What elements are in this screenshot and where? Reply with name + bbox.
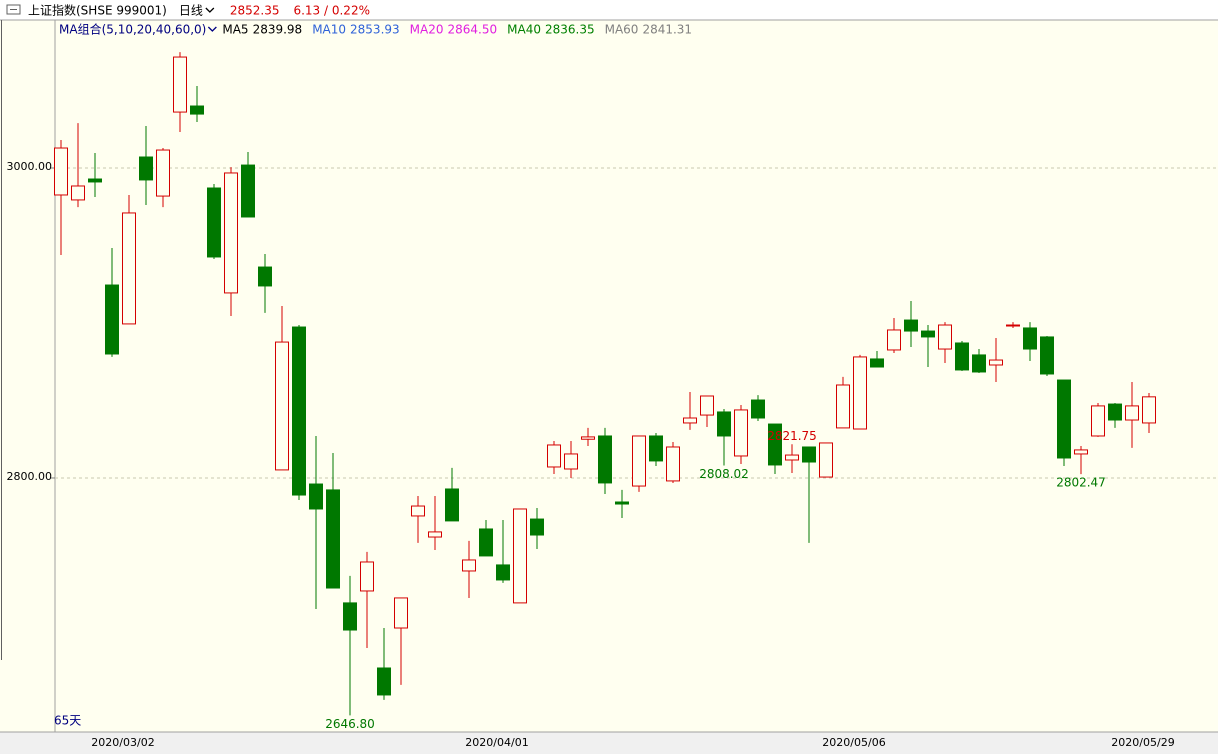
extreme-label: 2821.75: [767, 429, 817, 443]
ma-name: MA10: [312, 23, 346, 37]
candle-body: [411, 505, 425, 517]
candle-body: [1023, 327, 1037, 350]
candle-body: [564, 453, 578, 470]
candle-body: [989, 359, 1003, 366]
ma-value: 2864.50: [448, 23, 498, 37]
x-tick-label: 2020/05/29: [1111, 736, 1174, 749]
candle-body: [734, 409, 748, 457]
ma-name: MA40: [507, 23, 541, 37]
candle-body: [836, 384, 850, 429]
y-tick-label: 2800.00: [7, 470, 53, 483]
candle-body: [224, 172, 238, 294]
dropdown-chevron: [205, 7, 215, 13]
candle-body: [1006, 324, 1020, 327]
candle-body: [394, 597, 408, 629]
candle-body: [428, 531, 442, 538]
candle-body: [343, 602, 357, 631]
instrument-title: 上证指数(SHSE 999001): [28, 3, 167, 18]
ma-value: 2839.98: [253, 23, 303, 37]
candle-body: [156, 149, 170, 197]
candle-body: [513, 508, 527, 604]
candle-body: [785, 454, 799, 461]
ma-value: 2836.35: [545, 23, 595, 37]
candle-body: [972, 354, 986, 373]
candle-body: [1057, 379, 1071, 459]
candle-body: [292, 326, 306, 496]
candle-body: [54, 147, 68, 196]
y-tick-label: 3000.00: [7, 160, 53, 173]
candle-body: [445, 488, 459, 522]
extreme-label: 2802.47: [1056, 476, 1106, 490]
candle-body: [275, 341, 289, 471]
last-price: 2852.35: [230, 4, 280, 18]
candle-body: [190, 105, 204, 115]
dropdown-chevron: [207, 26, 217, 32]
ma-value: 2841.31: [642, 23, 692, 37]
candle-body: [870, 358, 884, 368]
candle-body: [360, 561, 374, 592]
candle-body: [802, 446, 816, 463]
candle-body: [496, 564, 510, 581]
candle-body: [207, 187, 221, 258]
candle-body: [938, 324, 952, 350]
candle-body: [309, 483, 323, 510]
candle-body: [1108, 403, 1122, 421]
candle-body: [1091, 405, 1105, 437]
candle-body: [853, 356, 867, 430]
candle-body: [921, 330, 935, 338]
candle-body: [700, 395, 714, 416]
candle-body: [71, 185, 85, 201]
candle-body: [105, 284, 119, 355]
header-icon: [6, 4, 21, 15]
candle-body: [887, 329, 901, 351]
candle-body: [768, 423, 782, 466]
candle-body: [1125, 405, 1139, 421]
period-selector[interactable]: 日线: [179, 4, 203, 18]
candle-body: [479, 528, 493, 557]
candle-body: [530, 518, 544, 536]
candle-body: [751, 399, 765, 419]
candle-body: [683, 417, 697, 424]
ma-group-label[interactable]: MA组合(5,10,20,40,60,0): [59, 22, 206, 37]
candle-body: [258, 266, 272, 287]
x-tick-label: 2020/05/06: [822, 736, 885, 749]
candle-body: [955, 342, 969, 371]
candle-body: [326, 489, 340, 589]
candle-body: [649, 435, 663, 462]
x-axis-strip: [0, 732, 1218, 754]
candle-body: [666, 446, 680, 482]
candle-body: [632, 435, 646, 487]
candle-body: [241, 164, 255, 218]
extreme-label: 2646.80: [325, 717, 375, 731]
candle-body: [904, 319, 918, 332]
candle-body: [122, 212, 136, 325]
candle-body: [717, 411, 731, 437]
candle-body: [173, 56, 187, 113]
candle-body: [88, 178, 102, 183]
candle-body: [1074, 449, 1088, 455]
candle-body: [819, 442, 833, 478]
candle-body: [598, 435, 612, 484]
candle-body: [581, 436, 595, 440]
ma-value: 2853.93: [350, 23, 400, 37]
header-bar: [0, 0, 1218, 20]
candle-body: [547, 444, 561, 468]
candle-body: [1142, 396, 1156, 424]
ma-name: MA5: [222, 23, 248, 37]
span-label: 65天: [54, 714, 81, 728]
ma-name: MA60: [605, 23, 639, 37]
candle-body: [1040, 336, 1054, 375]
candle-body: [377, 667, 391, 696]
x-tick-label: 2020/03/02: [91, 736, 154, 749]
x-tick-label: 2020/04/01: [465, 736, 528, 749]
candle-body: [615, 501, 629, 505]
candle-body: [462, 559, 476, 572]
price-change: 6.13 / 0.22%: [293, 4, 370, 18]
candle-body: [139, 156, 153, 181]
ma-name: MA20: [410, 23, 444, 37]
extreme-label: 2808.02: [699, 467, 749, 481]
